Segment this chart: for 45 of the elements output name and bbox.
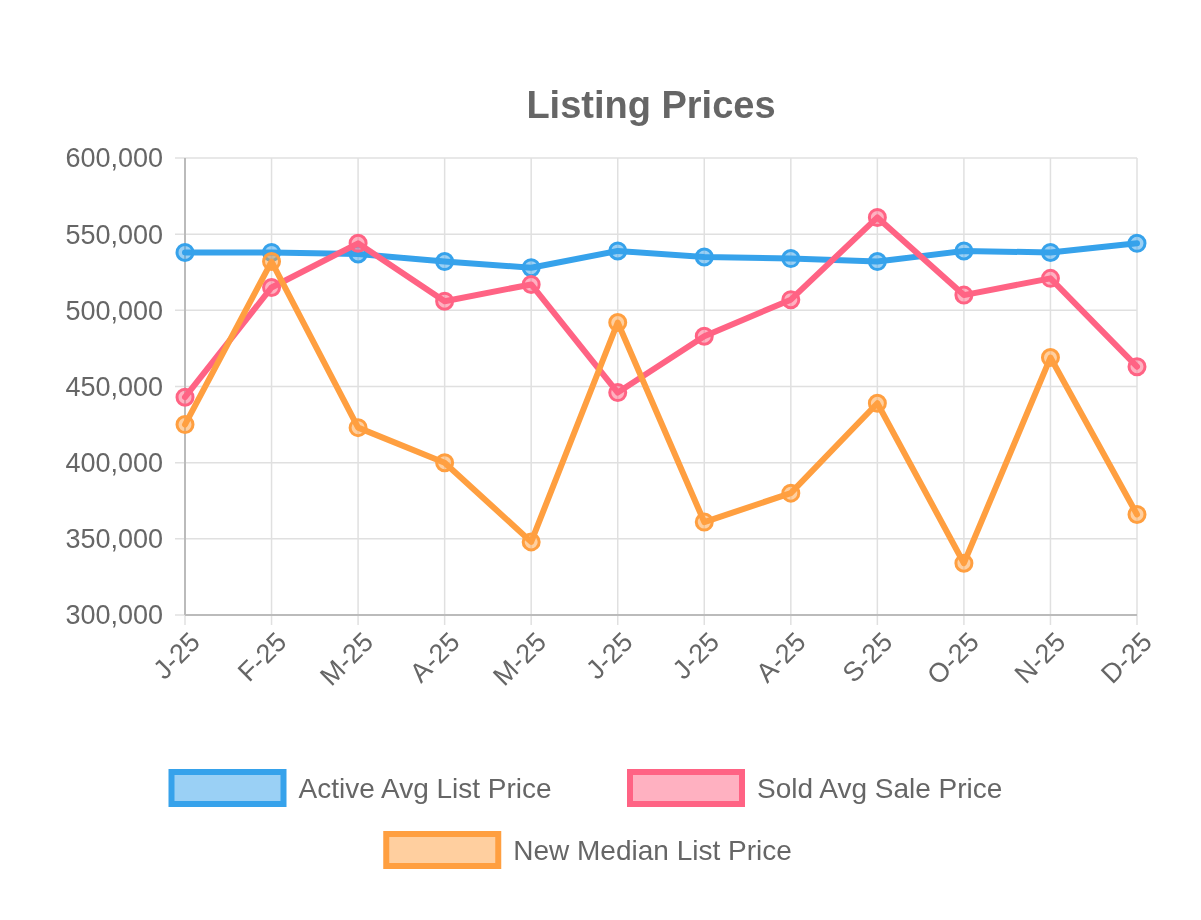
point <box>954 285 974 305</box>
point <box>1127 357 1147 377</box>
point <box>954 241 974 261</box>
point <box>262 252 282 272</box>
y-tick-label: 350,000 <box>65 524 163 555</box>
point <box>262 277 282 297</box>
legend-label: Sold Avg Sale Price <box>757 772 1003 804</box>
point <box>348 233 368 253</box>
point <box>867 207 887 227</box>
point <box>435 252 455 272</box>
point <box>435 291 455 311</box>
point <box>435 453 455 473</box>
point <box>954 553 974 573</box>
chart-title: Listing Prices <box>526 84 776 126</box>
point <box>867 252 887 272</box>
point <box>781 483 801 503</box>
point <box>175 242 195 262</box>
point <box>1127 504 1147 524</box>
y-tick-label: 450,000 <box>65 371 163 402</box>
point <box>521 258 541 278</box>
point <box>694 326 714 346</box>
y-tick-label: 300,000 <box>65 600 163 631</box>
y-tick-label: 600,000 <box>65 143 163 174</box>
point <box>348 418 368 438</box>
point <box>1040 348 1060 368</box>
point <box>521 274 541 294</box>
point <box>867 393 887 413</box>
point <box>781 249 801 269</box>
y-tick-label: 550,000 <box>65 219 163 250</box>
point <box>175 387 195 407</box>
y-tick-label: 400,000 <box>65 448 163 479</box>
point <box>608 241 628 261</box>
point <box>1127 233 1147 253</box>
point <box>781 290 801 310</box>
point <box>608 383 628 403</box>
point <box>521 532 541 552</box>
legend-label: Active Avg List Price <box>298 772 552 804</box>
point <box>175 415 195 435</box>
point <box>1040 268 1060 288</box>
legend-label: New Median List Price <box>513 834 792 866</box>
y-tick-label: 500,000 <box>65 295 163 326</box>
point <box>608 313 628 333</box>
point <box>1040 242 1060 262</box>
point <box>694 512 714 532</box>
point <box>694 247 714 267</box>
